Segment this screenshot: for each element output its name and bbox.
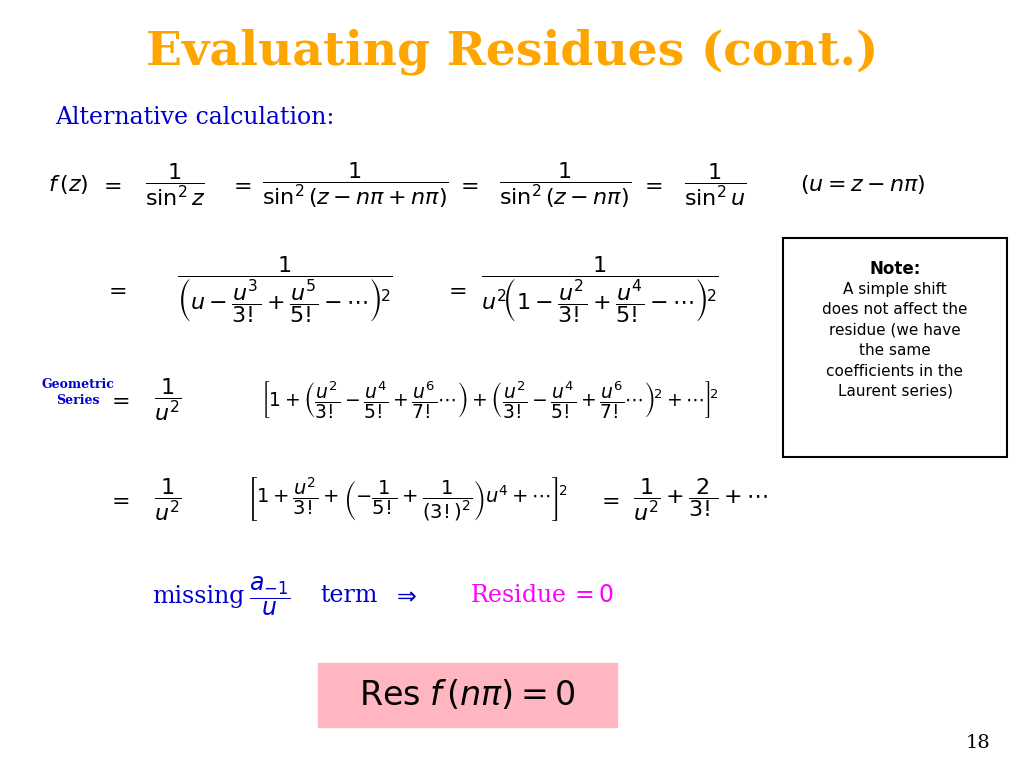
Text: $\left[1+\dfrac{u^2}{3!}+\left(-\dfrac{1}{5!}+\dfrac{1}{(3!)^2}\right)u^4+\cdots: $\left[1+\dfrac{u^2}{3!}+\left(-\dfrac{1…	[247, 476, 567, 524]
Text: $=$: $=$	[103, 279, 126, 301]
Text: $\dfrac{1}{u^2}$: $\dfrac{1}{u^2}$	[155, 477, 182, 523]
Text: $f\,(z)$: $f\,(z)$	[48, 174, 88, 197]
Text: $=$: $=$	[640, 174, 663, 196]
Text: $\dfrac{1}{u^2}$: $\dfrac{1}{u^2}$	[155, 377, 182, 423]
Text: Alternative calculation:: Alternative calculation:	[55, 107, 335, 130]
Text: $\dfrac{1}{\left(u-\dfrac{u^3}{3!}+\dfrac{u^5}{5!}-\cdots\right)^{\!2}}$: $\dfrac{1}{\left(u-\dfrac{u^3}{3!}+\dfra…	[177, 254, 393, 326]
Text: $\dfrac{a_{-1}}{u}$: $\dfrac{a_{-1}}{u}$	[249, 574, 291, 617]
Text: $\Rightarrow$: $\Rightarrow$	[392, 584, 418, 607]
Text: $=$: $=$	[456, 174, 478, 196]
Text: $=$: $=$	[597, 489, 620, 511]
Text: Geometric
Series: Geometric Series	[42, 378, 115, 406]
Text: $\dfrac{1}{\sin^2(z-n\pi)}$: $\dfrac{1}{\sin^2(z-n\pi)}$	[499, 161, 631, 210]
Text: term: term	[319, 584, 378, 607]
FancyBboxPatch shape	[318, 663, 617, 727]
Text: $\left(u=z-n\pi\right)$: $\left(u=z-n\pi\right)$	[800, 174, 926, 197]
Text: $\dfrac{1}{\sin^2(z-n\pi+n\pi)}$: $\dfrac{1}{\sin^2(z-n\pi+n\pi)}$	[261, 161, 449, 210]
Text: $=$: $=$	[443, 279, 466, 301]
Text: $\dfrac{1}{\sin^2 u}$: $\dfrac{1}{\sin^2 u}$	[684, 162, 746, 208]
Text: $\dfrac{1}{u^2}+\dfrac{2}{3!}+\cdots$: $\dfrac{1}{u^2}+\dfrac{2}{3!}+\cdots$	[633, 477, 767, 523]
Text: $\left[1+\left(\dfrac{u^2}{3!}-\dfrac{u^4}{5!}+\dfrac{u^6}{7!}\cdots\right)+\lef: $\left[1+\left(\dfrac{u^2}{3!}-\dfrac{u^…	[261, 379, 719, 421]
Text: missing: missing	[152, 584, 245, 607]
Text: $=$: $=$	[106, 489, 129, 511]
Text: $\mathrm{Res}\;f\,(n\pi)=0$: $\mathrm{Res}\;f\,(n\pi)=0$	[359, 678, 575, 712]
Text: $\dfrac{1}{\sin^2 z}$: $\dfrac{1}{\sin^2 z}$	[144, 162, 205, 208]
Text: $=$: $=$	[228, 174, 251, 196]
Text: Residue$\,=0$: Residue$\,=0$	[470, 584, 614, 607]
Text: Evaluating Residues (cont.): Evaluating Residues (cont.)	[145, 28, 879, 75]
FancyBboxPatch shape	[783, 238, 1007, 457]
Text: $\dfrac{1}{u^2\!\left(1-\dfrac{u^2}{3!}+\dfrac{u^4}{5!}-\cdots\right)^{\!2}}$: $\dfrac{1}{u^2\!\left(1-\dfrac{u^2}{3!}+…	[481, 254, 719, 326]
Text: $=$: $=$	[106, 389, 129, 411]
Text: A simple shift
does not affect the
residue (we have
the same
coefficients in the: A simple shift does not affect the resid…	[822, 282, 968, 399]
Text: $=$: $=$	[98, 174, 121, 196]
Text: Note:: Note:	[869, 260, 921, 278]
Text: 18: 18	[966, 734, 990, 752]
